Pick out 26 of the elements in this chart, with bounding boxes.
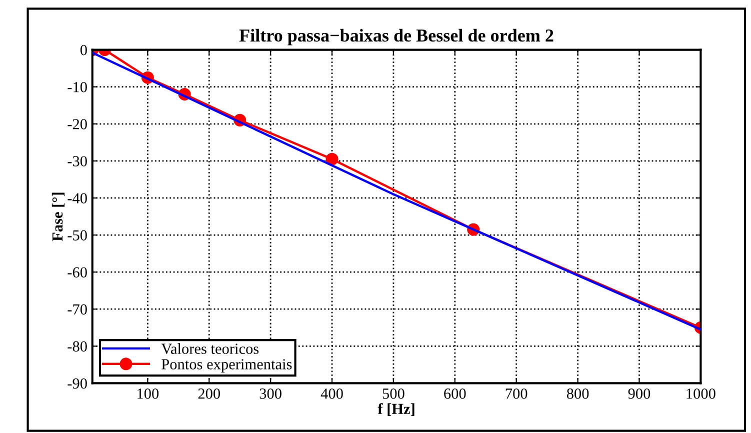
y-axis-title: Fase [°] (52, 192, 65, 242)
y-tick-label: -90 (68, 378, 87, 389)
x-tick-label: 200 (198, 388, 220, 399)
y-tick-label: -80 (68, 341, 87, 352)
y-tick-label: -50 (68, 230, 87, 240)
x-tick-label: 800 (566, 388, 589, 399)
x-tick-label: 500 (382, 388, 404, 399)
legend-label: Pontos experimentais (162, 359, 292, 373)
y-tick-label: -60 (68, 267, 87, 278)
point (326, 152, 338, 166)
chart-title: Filtro passa−baixas de Bessel de ordem 2 (239, 28, 554, 46)
x-tick-label: 600 (444, 388, 466, 399)
x-tick-label: 700 (506, 388, 528, 399)
x-axis-title: f [Hz] (378, 403, 414, 416)
y-tick-label: -70 (68, 304, 87, 315)
y-tick-label: -30 (68, 156, 87, 166)
y-tick-label: -40 (68, 193, 87, 204)
legend-label: Valores teoricos (161, 343, 259, 354)
x-tick-label: 100 (138, 388, 159, 399)
x-tick-label: 400 (320, 388, 343, 399)
x-tick-label: 900 (628, 388, 650, 399)
y-tick-label: 0 (80, 44, 87, 56)
y-tick-label: -20 (68, 119, 87, 130)
x-tick-label: 1000 (686, 388, 716, 399)
y-tick-label: -10 (68, 82, 87, 92)
x-tick-label: 300 (260, 388, 282, 399)
